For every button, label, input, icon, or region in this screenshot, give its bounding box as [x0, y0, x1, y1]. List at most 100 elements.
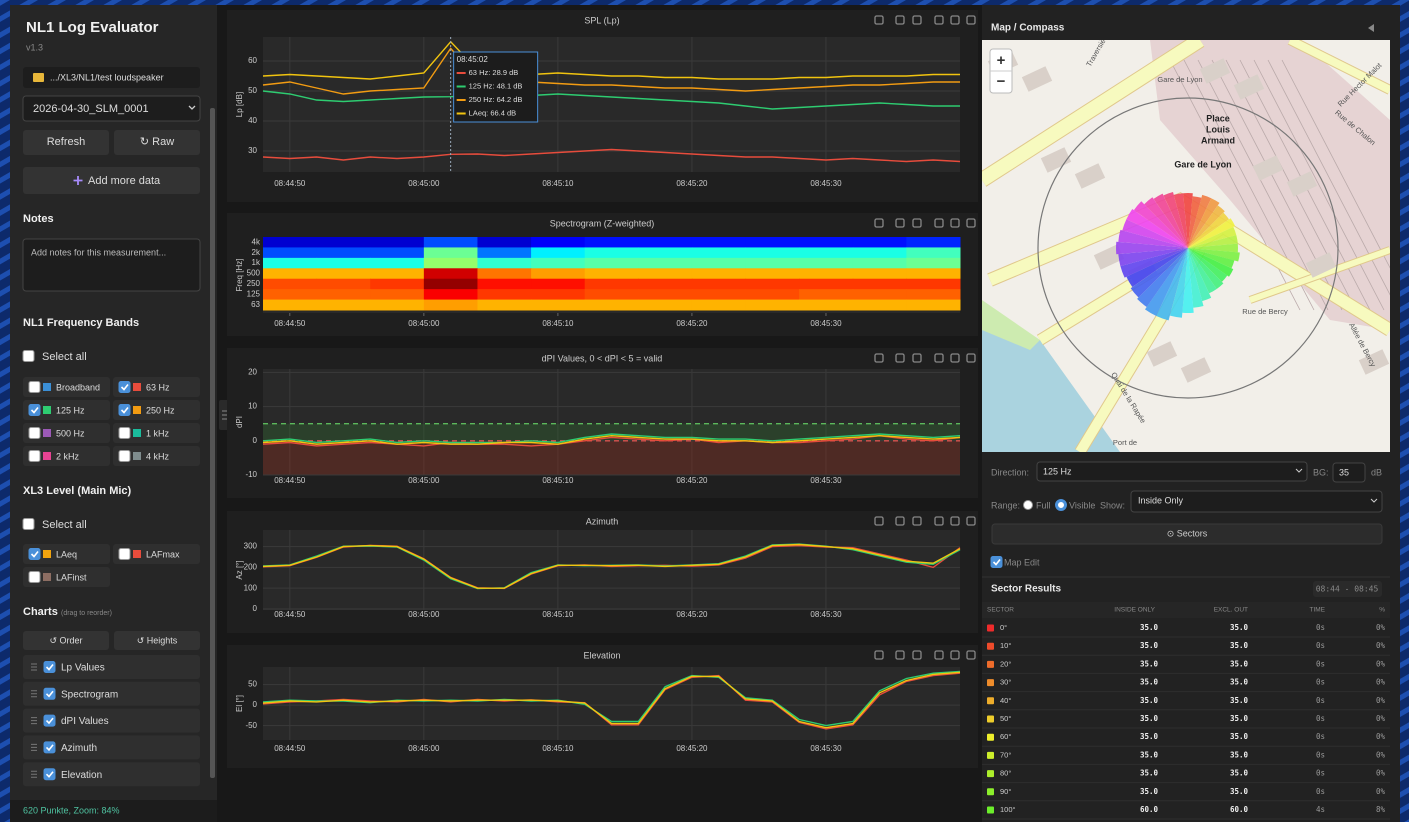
sectors-button[interactable] — [991, 523, 1383, 545]
checkbox-box[interactable] — [22, 518, 35, 530]
toolbar-icon[interactable] — [950, 650, 960, 660]
checkmark[interactable] — [120, 407, 129, 414]
option-label[interactable]: LAFinst — [56, 572, 87, 582]
option-label[interactable]: 63 Hz — [146, 382, 170, 392]
checkbox[interactable] — [118, 381, 131, 393]
option-tile[interactable] — [23, 446, 110, 466]
checkbox-box[interactable] — [28, 548, 41, 560]
refresh-button[interactable] — [23, 130, 109, 155]
checkbox-box[interactable] — [43, 687, 56, 700]
chart-list-label[interactable]: Spectrogram — [61, 689, 118, 700]
heights-button[interactable] — [114, 631, 200, 650]
toolbar-icon[interactable] — [895, 15, 905, 25]
chart-list-item[interactable] — [23, 762, 200, 787]
toolbar-icon[interactable] — [874, 516, 884, 526]
option-tile[interactable] — [23, 400, 110, 420]
chart-list-label[interactable]: Lp Values — [61, 663, 105, 674]
toolbar-icon[interactable] — [950, 15, 960, 25]
checkbox[interactable] — [118, 548, 131, 560]
radio[interactable] — [1055, 499, 1067, 511]
checkmark[interactable] — [45, 664, 54, 671]
toolbar-icon[interactable] — [912, 218, 922, 228]
chart-list-item[interactable] — [23, 681, 200, 706]
checkbox-box[interactable] — [43, 741, 56, 754]
toolbar-icon[interactable] — [934, 218, 944, 228]
toolbar-icon[interactable] — [874, 650, 884, 660]
checkbox[interactable] — [43, 687, 56, 700]
option-label[interactable]: 250 Hz — [146, 405, 175, 415]
checkbox-box[interactable] — [28, 381, 41, 393]
toolbar-icon[interactable] — [966, 15, 976, 25]
checkbox[interactable] — [28, 381, 41, 393]
toolbar-icon[interactable] — [966, 353, 976, 363]
button-label[interactable]: ↺ Order — [49, 635, 82, 645]
option-tile[interactable] — [23, 544, 110, 564]
checkbox-box[interactable] — [990, 556, 1003, 568]
checkbox[interactable] — [28, 427, 41, 439]
file-select-text[interactable]: 2026-04-30_SLM_0001 — [33, 103, 149, 115]
option-tile[interactable] — [113, 423, 200, 443]
checkbox-box[interactable] — [22, 350, 35, 362]
checkbox[interactable] — [28, 450, 41, 462]
toolbar-icon[interactable] — [874, 353, 884, 363]
option-tile[interactable] — [113, 377, 200, 397]
option-tile[interactable] — [113, 400, 200, 420]
option-label[interactable]: 2 kHz — [56, 451, 80, 461]
select-text[interactable]: 125 Hz — [1043, 466, 1072, 476]
checkbox[interactable] — [28, 571, 41, 583]
checkmark[interactable] — [30, 551, 39, 558]
toolbar-icon[interactable] — [950, 353, 960, 363]
option-tile[interactable] — [23, 423, 110, 443]
toolbar-icon[interactable] — [966, 516, 976, 526]
checkbox-box[interactable] — [43, 661, 56, 673]
toolbar-icon[interactable] — [895, 650, 905, 660]
option-tile[interactable] — [113, 544, 200, 564]
checkbox-box[interactable] — [118, 450, 131, 462]
checkbox[interactable] — [22, 350, 35, 362]
checkbox-label[interactable]: Select all — [42, 519, 87, 531]
bg-input[interactable] — [1332, 462, 1366, 483]
checkbox[interactable] — [22, 518, 35, 530]
checkbox-box[interactable] — [43, 768, 56, 781]
checkbox-box[interactable] — [118, 427, 131, 439]
option-label[interactable]: LAFmax — [146, 549, 180, 559]
radio-label[interactable]: Full — [1036, 500, 1051, 510]
checkbox-label[interactable]: Select all — [42, 351, 87, 363]
toolbar-icon[interactable] — [874, 15, 884, 25]
checkbox[interactable] — [118, 450, 131, 462]
checkmark[interactable] — [992, 559, 1001, 566]
input-text[interactable]: 35 — [1339, 467, 1349, 477]
checkmark[interactable] — [120, 384, 129, 391]
toolbar-icon[interactable] — [895, 218, 905, 228]
checkbox[interactable] — [118, 427, 131, 439]
button-label[interactable]: Refresh — [47, 136, 86, 148]
chart-list-label[interactable]: Azimuth — [61, 743, 97, 754]
placeholder[interactable]: Add notes for this measurement... — [31, 247, 166, 257]
checkbox[interactable] — [28, 548, 41, 560]
chart-list-label[interactable]: dPI Values — [61, 716, 109, 727]
button-label[interactable]: Add more data — [88, 175, 161, 187]
checkmark[interactable] — [45, 690, 54, 698]
button-label[interactable]: ↻ Raw — [140, 136, 174, 148]
order-button[interactable] — [23, 631, 109, 650]
checkbox-box[interactable] — [118, 381, 131, 393]
toolbar-icon[interactable] — [950, 218, 960, 228]
checkbox[interactable] — [43, 741, 56, 754]
toolbar-icon[interactable] — [950, 516, 960, 526]
checkmark[interactable] — [45, 744, 54, 752]
option-label[interactable]: Broadband — [56, 382, 100, 392]
toolbar-icon[interactable] — [934, 516, 944, 526]
button-label[interactable]: ↺ Heights — [137, 635, 178, 645]
option-label[interactable]: 4 kHz — [146, 451, 170, 461]
checkbox-box[interactable] — [118, 404, 131, 416]
checkbox-box[interactable] — [28, 427, 41, 439]
file-select[interactable] — [22, 95, 201, 122]
checkmark[interactable] — [45, 771, 54, 778]
direction-select[interactable] — [1036, 461, 1308, 482]
chart-list-item[interactable] — [23, 655, 200, 679]
toolbar-icon[interactable] — [966, 218, 976, 228]
raw-button[interactable] — [114, 130, 200, 155]
checkbox[interactable] — [990, 556, 1003, 568]
notes-textarea[interactable] — [22, 238, 201, 292]
